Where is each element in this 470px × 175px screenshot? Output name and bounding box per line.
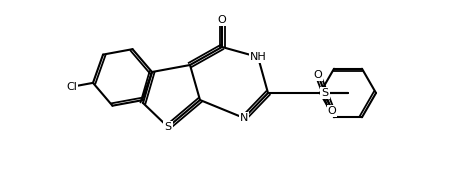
Text: S: S: [164, 122, 172, 132]
Text: O: O: [218, 15, 227, 25]
Text: NH: NH: [250, 52, 266, 62]
Text: O: O: [328, 106, 337, 116]
Text: S: S: [321, 88, 329, 98]
Text: Cl: Cl: [66, 82, 77, 92]
Text: N: N: [240, 113, 248, 123]
Text: O: O: [313, 70, 322, 80]
